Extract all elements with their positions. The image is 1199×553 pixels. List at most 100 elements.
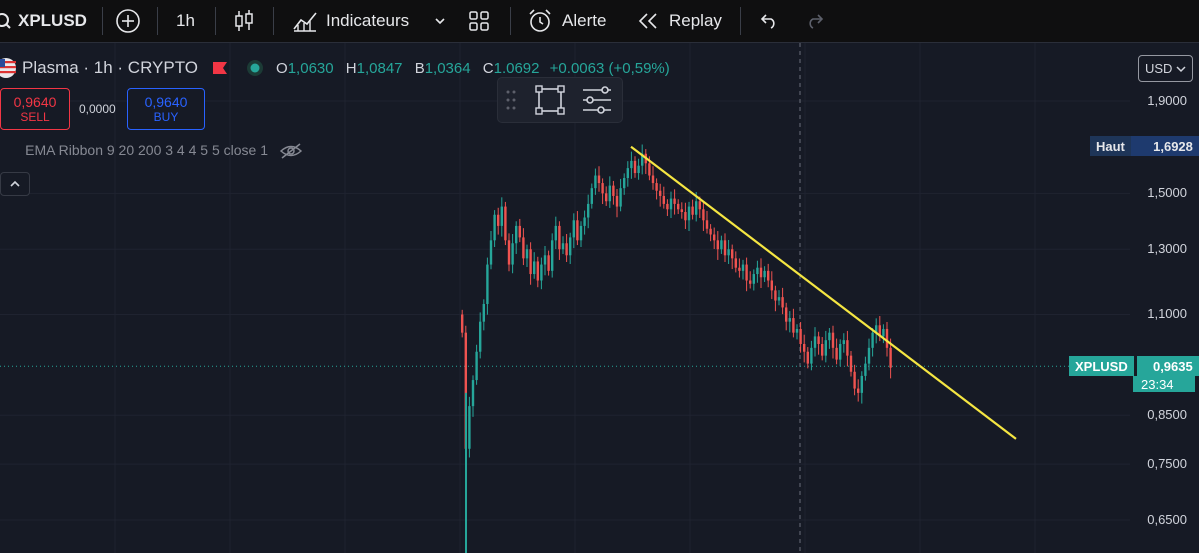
alert-label: Alerte	[562, 11, 607, 30]
redo-button[interactable]	[806, 0, 826, 42]
chart-grid	[0, 43, 1130, 553]
us-flag-icon	[0, 58, 16, 78]
candle-body	[731, 249, 734, 259]
candle-body	[659, 190, 662, 196]
candle-body	[590, 188, 593, 204]
candle-body	[518, 225, 521, 238]
candle-body	[698, 201, 701, 210]
candle-body	[587, 203, 590, 218]
indicators-dropdown-button[interactable]	[434, 0, 446, 42]
toolbar-divider	[157, 7, 158, 35]
candle-body	[875, 325, 878, 333]
candle-body	[500, 206, 503, 226]
chart-type-button[interactable]	[233, 0, 255, 42]
candle-body	[623, 178, 626, 189]
candle-body	[626, 168, 629, 179]
grid-icon	[469, 11, 489, 31]
candle-body	[479, 321, 482, 352]
undo-button[interactable]	[758, 0, 778, 42]
candle-body	[777, 297, 781, 301]
candle-body	[716, 240, 719, 250]
flag-icon[interactable]	[212, 61, 228, 75]
candle-body	[662, 195, 665, 204]
indicator-legend[interactable]: EMA Ribbon 9 20 200 3 4 4 5 5 close 1	[25, 142, 268, 158]
object-tree-icon[interactable]	[581, 86, 613, 114]
candle-body	[785, 307, 788, 322]
candle-body	[579, 225, 583, 241]
candle-body	[846, 340, 849, 356]
candle-body	[745, 264, 748, 281]
collapse-legend-button[interactable]	[0, 172, 30, 196]
price-axis-tick: 1,1000	[1147, 306, 1187, 322]
candle-body	[767, 270, 770, 281]
eye-off-icon[interactable]	[279, 142, 303, 160]
candle-body	[572, 220, 575, 238]
candle-body	[464, 332, 467, 449]
candle-body	[525, 249, 529, 259]
sell-button[interactable]: 0,9640 SELL	[0, 88, 70, 130]
bar-countdown: 23:34	[1133, 376, 1195, 393]
interval-button[interactable]: 1h	[176, 0, 195, 42]
candle-body	[763, 270, 766, 278]
candle-body	[648, 163, 651, 176]
candle-body	[529, 249, 532, 275]
candle-body	[507, 240, 511, 265]
toolbar-divider	[102, 7, 103, 35]
indicators-button[interactable]: Indicateurs	[292, 0, 409, 42]
candle-body	[533, 261, 536, 275]
candle-body	[687, 206, 691, 221]
candle-body	[547, 255, 550, 271]
candle-body	[720, 240, 723, 250]
candle-body	[536, 261, 539, 281]
symbol-search-button[interactable]: XPLUSD	[0, 0, 87, 42]
price-chart[interactable]	[0, 43, 1199, 553]
candle-body	[741, 264, 745, 271]
candle-body	[637, 165, 640, 174]
buy-button[interactable]: 0,9640 BUY	[127, 88, 205, 130]
alert-button[interactable]: Alerte	[527, 0, 606, 42]
currency-selector[interactable]: USD	[1138, 55, 1193, 82]
layouts-button[interactable]	[468, 0, 490, 42]
candle-body	[885, 328, 889, 348]
select-region-icon[interactable]	[535, 85, 565, 115]
high-tag-label: Haut	[1090, 136, 1131, 157]
candle-body	[842, 340, 845, 344]
indicators-label: Indicateurs	[326, 11, 410, 30]
candle-body	[839, 343, 842, 360]
candle-body	[831, 332, 835, 348]
compare-add-button[interactable]	[115, 0, 141, 42]
candle-body	[795, 328, 799, 333]
candle-body	[889, 347, 892, 368]
replay-button[interactable]: Replay	[637, 0, 722, 42]
search-icon	[0, 13, 11, 29]
price-axis-tick: 1,9000	[1147, 93, 1187, 108]
trend-line[interactable]	[630, 145, 1017, 440]
candle-body	[601, 183, 604, 194]
ohlc-values: O1,0630 H1,0847 B1,0364 C1.0692 +0.0063 …	[276, 59, 670, 77]
candle-body	[860, 375, 863, 393]
chevron-down-icon	[435, 18, 445, 25]
candle-body	[666, 203, 669, 210]
candle-body	[867, 347, 871, 364]
price-axis-tick: 1,3000	[1147, 241, 1187, 257]
candle-body	[857, 388, 860, 393]
candle-body	[651, 175, 655, 184]
drag-handle-icon[interactable]	[506, 89, 516, 111]
candle-body	[723, 240, 727, 256]
candle-body	[709, 228, 712, 235]
candle-body	[774, 290, 777, 301]
candle-body	[497, 214, 500, 226]
candle-body	[738, 267, 741, 271]
candle-body	[569, 237, 572, 256]
candle-body	[806, 351, 809, 364]
top-toolbar: XPLUSD 1h Indicateurs Alerte Replay	[0, 0, 1199, 43]
candle-body	[749, 280, 752, 284]
candle-body	[864, 363, 867, 376]
candle-body	[734, 258, 737, 268]
candle-body	[551, 240, 554, 271]
candle-body	[576, 220, 579, 241]
candle-body	[641, 153, 644, 166]
candle-body	[471, 380, 475, 407]
plus-circle-icon	[116, 9, 140, 33]
undo-icon	[760, 14, 775, 29]
